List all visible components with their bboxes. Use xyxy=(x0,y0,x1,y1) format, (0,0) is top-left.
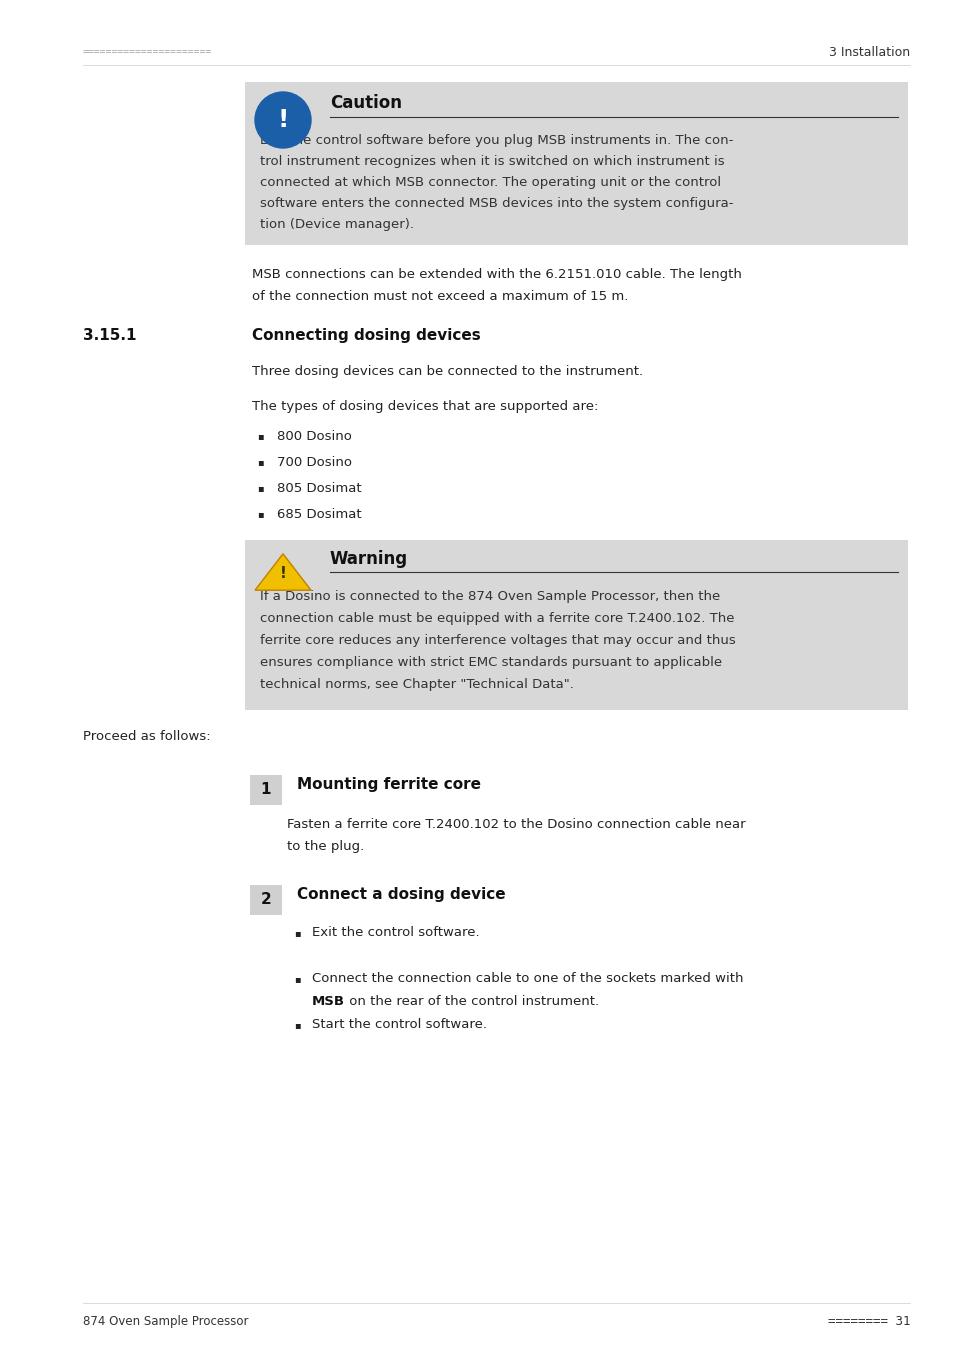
Text: Three dosing devices can be connected to the instrument.: Three dosing devices can be connected to… xyxy=(252,364,642,378)
Text: on the rear of the control instrument.: on the rear of the control instrument. xyxy=(345,995,598,1008)
Text: connected at which MSB connector. The operating unit or the control: connected at which MSB connector. The op… xyxy=(260,176,720,189)
Text: ▪: ▪ xyxy=(256,431,263,441)
Text: 700 Dosino: 700 Dosino xyxy=(276,456,352,468)
Text: Warning: Warning xyxy=(330,549,408,568)
Text: If a Dosino is connected to the 874 Oven Sample Processor, then the: If a Dosino is connected to the 874 Oven… xyxy=(260,590,720,603)
Text: Connect the connection cable to one of the sockets marked with: Connect the connection cable to one of t… xyxy=(312,972,742,986)
Text: ▪: ▪ xyxy=(256,509,263,518)
Text: 685 Dosimat: 685 Dosimat xyxy=(276,508,361,521)
FancyBboxPatch shape xyxy=(250,886,282,915)
Text: trol instrument recognizes when it is switched on which instrument is: trol instrument recognizes when it is sw… xyxy=(260,155,724,167)
Text: technical norms, see Chapter "Technical Data".: technical norms, see Chapter "Technical … xyxy=(260,678,574,691)
Text: software enters the connected MSB devices into the system configura-: software enters the connected MSB device… xyxy=(260,197,733,211)
Text: 800 Dosino: 800 Dosino xyxy=(276,431,352,443)
Text: Exit the control software before you plug MSB instruments in. The con-: Exit the control software before you plu… xyxy=(260,134,733,147)
Text: Connect a dosing device: Connect a dosing device xyxy=(296,887,505,902)
Text: ======================: ====================== xyxy=(83,47,212,57)
Text: 805 Dosimat: 805 Dosimat xyxy=(276,482,361,495)
Text: ▪: ▪ xyxy=(294,973,300,984)
Text: The types of dosing devices that are supported are:: The types of dosing devices that are sup… xyxy=(252,400,598,413)
FancyBboxPatch shape xyxy=(245,540,907,710)
Text: ferrite core reduces any interference voltages that may occur and thus: ferrite core reduces any interference vo… xyxy=(260,634,735,647)
Text: ▪: ▪ xyxy=(256,483,263,493)
Text: 1: 1 xyxy=(260,783,271,798)
Text: ensures compliance with strict EMC standards pursuant to applicable: ensures compliance with strict EMC stand… xyxy=(260,656,721,670)
Text: Mounting ferrite core: Mounting ferrite core xyxy=(296,778,480,792)
FancyBboxPatch shape xyxy=(250,775,282,805)
Text: of the connection must not exceed a maximum of 15 m.: of the connection must not exceed a maxi… xyxy=(252,290,628,302)
Text: !: ! xyxy=(279,567,286,582)
FancyBboxPatch shape xyxy=(245,82,907,244)
Text: !: ! xyxy=(277,108,289,132)
Text: ▪: ▪ xyxy=(256,458,263,467)
Text: connection cable must be equipped with a ferrite core T.2400.102. The: connection cable must be equipped with a… xyxy=(260,612,734,625)
Text: ▪: ▪ xyxy=(294,927,300,938)
Text: ▪: ▪ xyxy=(294,1021,300,1030)
Text: Proceed as follows:: Proceed as follows: xyxy=(83,730,211,742)
Text: Caution: Caution xyxy=(330,95,401,112)
Text: Exit the control software.: Exit the control software. xyxy=(312,926,479,940)
Text: tion (Device manager).: tion (Device manager). xyxy=(260,217,414,231)
Text: 874 Oven Sample Processor: 874 Oven Sample Processor xyxy=(83,1315,248,1328)
Text: 3 Installation: 3 Installation xyxy=(828,46,909,58)
Text: to the plug.: to the plug. xyxy=(287,840,364,853)
Text: 2: 2 xyxy=(260,892,271,907)
Text: MSB: MSB xyxy=(312,995,345,1008)
Text: MSB connections can be extended with the 6.2151.010 cable. The length: MSB connections can be extended with the… xyxy=(252,269,741,281)
Text: 3.15.1: 3.15.1 xyxy=(83,328,136,343)
Text: Start the control software.: Start the control software. xyxy=(312,1018,486,1031)
Polygon shape xyxy=(254,554,311,590)
Circle shape xyxy=(254,92,311,148)
Text: Connecting dosing devices: Connecting dosing devices xyxy=(252,328,480,343)
Text: Fasten a ferrite core T.2400.102 to the Dosino connection cable near: Fasten a ferrite core T.2400.102 to the … xyxy=(287,818,745,832)
Text: ======== 31: ======== 31 xyxy=(826,1315,909,1328)
